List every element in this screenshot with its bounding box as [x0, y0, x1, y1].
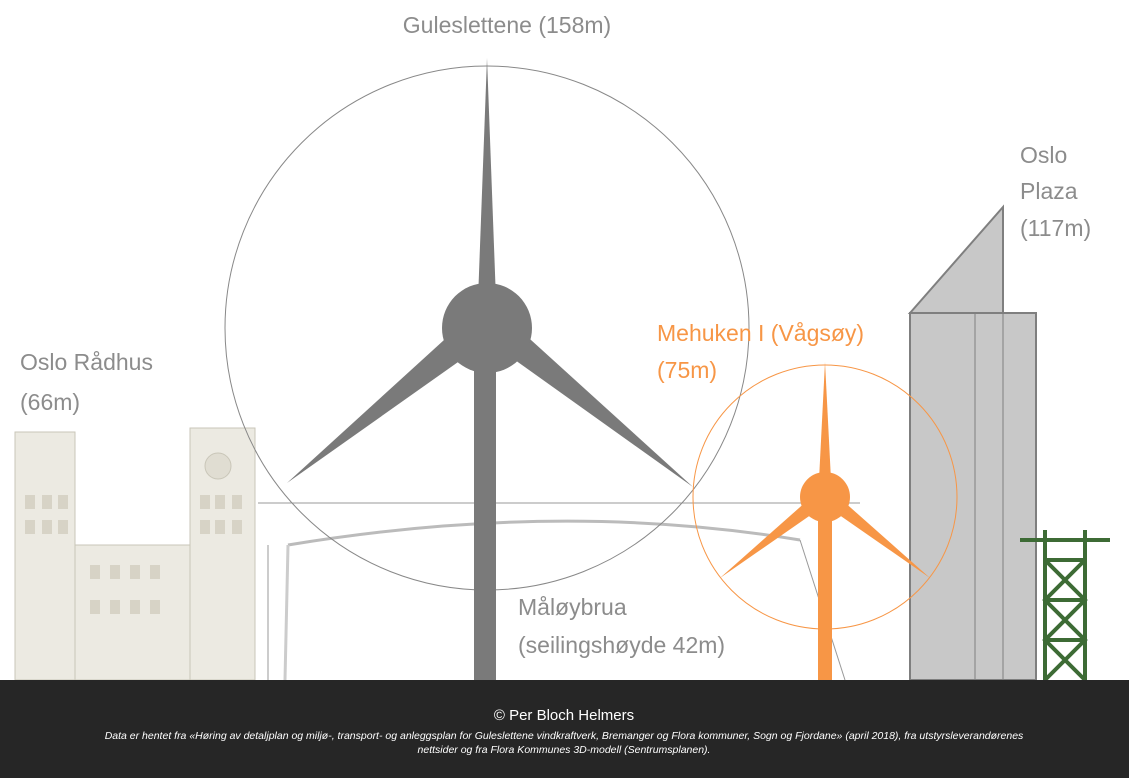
- label: Oslo: [1020, 142, 1067, 168]
- source: nettsider og fra Flora Kommunes 3D-model…: [418, 744, 711, 756]
- credit: © Per Bloch Helmers: [494, 707, 634, 724]
- label: Oslo Rådhus: [20, 349, 153, 375]
- label: (66m): [20, 389, 80, 415]
- label: (seilingshøyde 42m): [518, 632, 725, 658]
- oslo-plaza-drawing: [910, 207, 1036, 680]
- label: Mehuken I (Vågsøy): [657, 320, 864, 346]
- label: (75m): [657, 357, 717, 383]
- illustration: Guleslettene (158m) Oslo Rådhus (66m) Os…: [0, 0, 1129, 778]
- label: Måløybrua: [518, 594, 627, 620]
- footer: [0, 680, 1129, 778]
- label: Guleslettene (158m): [403, 12, 611, 38]
- oslo-radhus-drawing: [15, 428, 255, 680]
- source: Data er hentet fra «Høring av detaljplan…: [105, 730, 1024, 742]
- label: (117m): [1020, 215, 1091, 241]
- label: Plaza: [1020, 178, 1078, 204]
